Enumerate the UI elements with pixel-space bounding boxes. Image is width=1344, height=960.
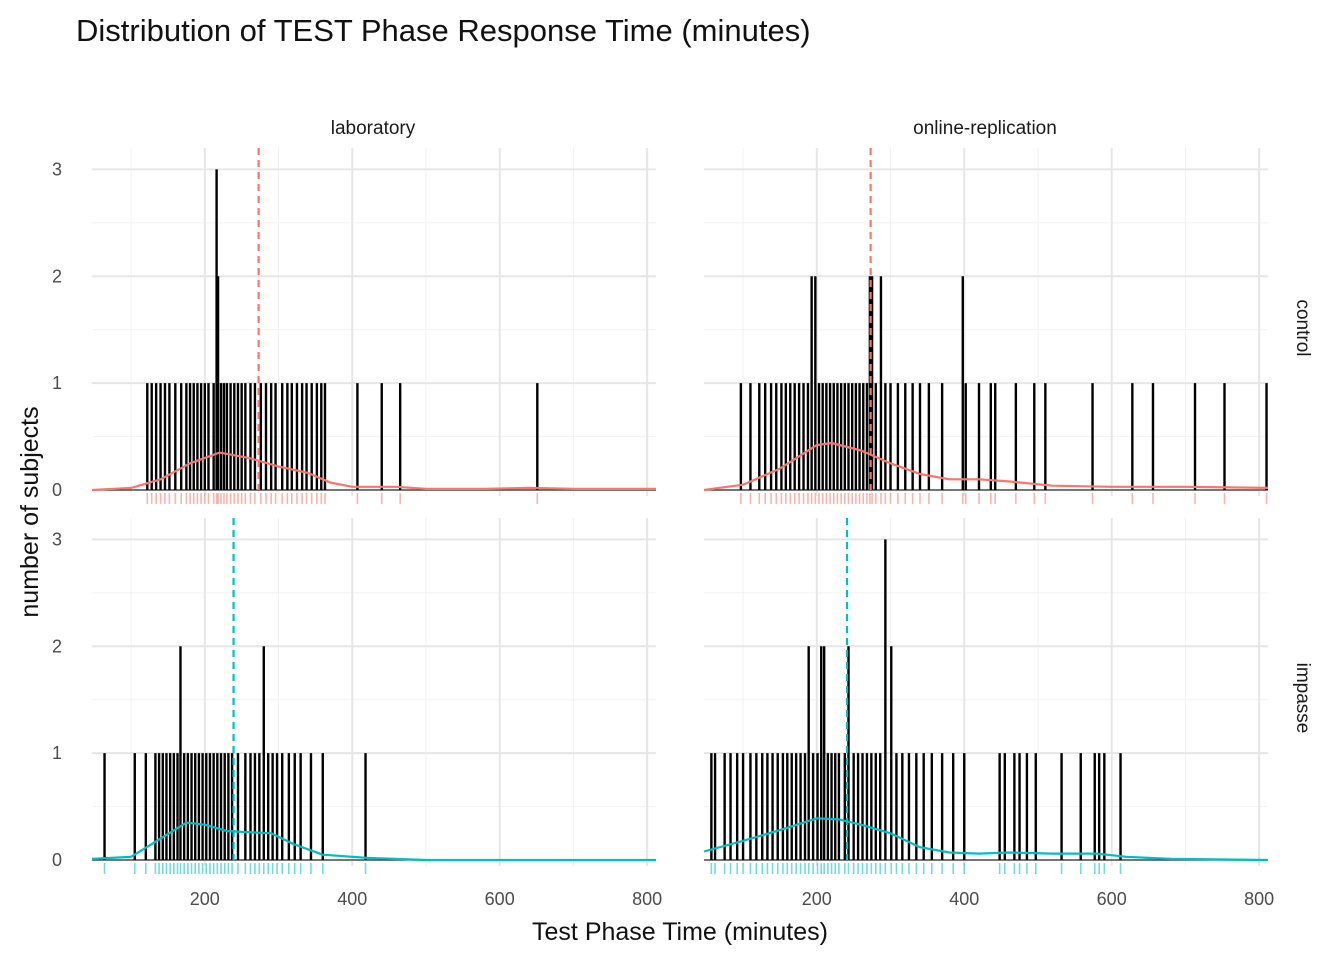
panel-control-online-replication (703, 148, 1269, 504)
y-tick-label: 1 (52, 743, 62, 763)
y-tick-label: 2 (52, 636, 62, 656)
density-curve (91, 451, 656, 492)
x-tick-label: 600 (485, 889, 515, 909)
chart-title: Distribution of TEST Phase Response Time… (76, 13, 811, 48)
strip-label-impasse: impasse (1292, 663, 1313, 734)
y-tick-label: 0 (52, 480, 62, 500)
y-tick-label: 3 (52, 529, 62, 549)
x-tick-label: 800 (632, 889, 662, 909)
strip-label-laboratory: laboratory (331, 118, 416, 139)
x-tick-label: 800 (1244, 889, 1274, 909)
x-tick-label: 200 (802, 889, 832, 909)
panel-control-laboratory: 0 1 2 3 (52, 148, 656, 504)
panel-impasse-online-replication: 200 400 600 800 (703, 518, 1274, 909)
y-axis-title: number of subjects (16, 406, 44, 617)
x-axis-title: Test Phase Time (minutes) (532, 918, 828, 946)
density-curve (91, 821, 656, 862)
y-tick-label: 1 (52, 373, 62, 393)
x-tick-label: 600 (1097, 889, 1127, 909)
x-tick-label: 400 (337, 889, 367, 909)
panels-layer: 0 1 2 3 0 1 2 3 200 400 600 800 200 400 600 800 (52, 148, 1274, 909)
density-curve (703, 441, 1269, 492)
y-tick-label: 2 (52, 266, 62, 286)
strip-label-control: control (1292, 299, 1313, 356)
x-tick-label: 200 (190, 889, 220, 909)
y-tick-label: 0 (52, 850, 62, 870)
x-tick-label: 400 (949, 889, 979, 909)
y-tick-label: 3 (52, 159, 62, 179)
strip-label-online-replication: online-replication (913, 118, 1057, 139)
panel-impasse-laboratory: 0 1 2 3 200 400 600 800 (52, 518, 662, 909)
density-curve (703, 817, 1269, 862)
